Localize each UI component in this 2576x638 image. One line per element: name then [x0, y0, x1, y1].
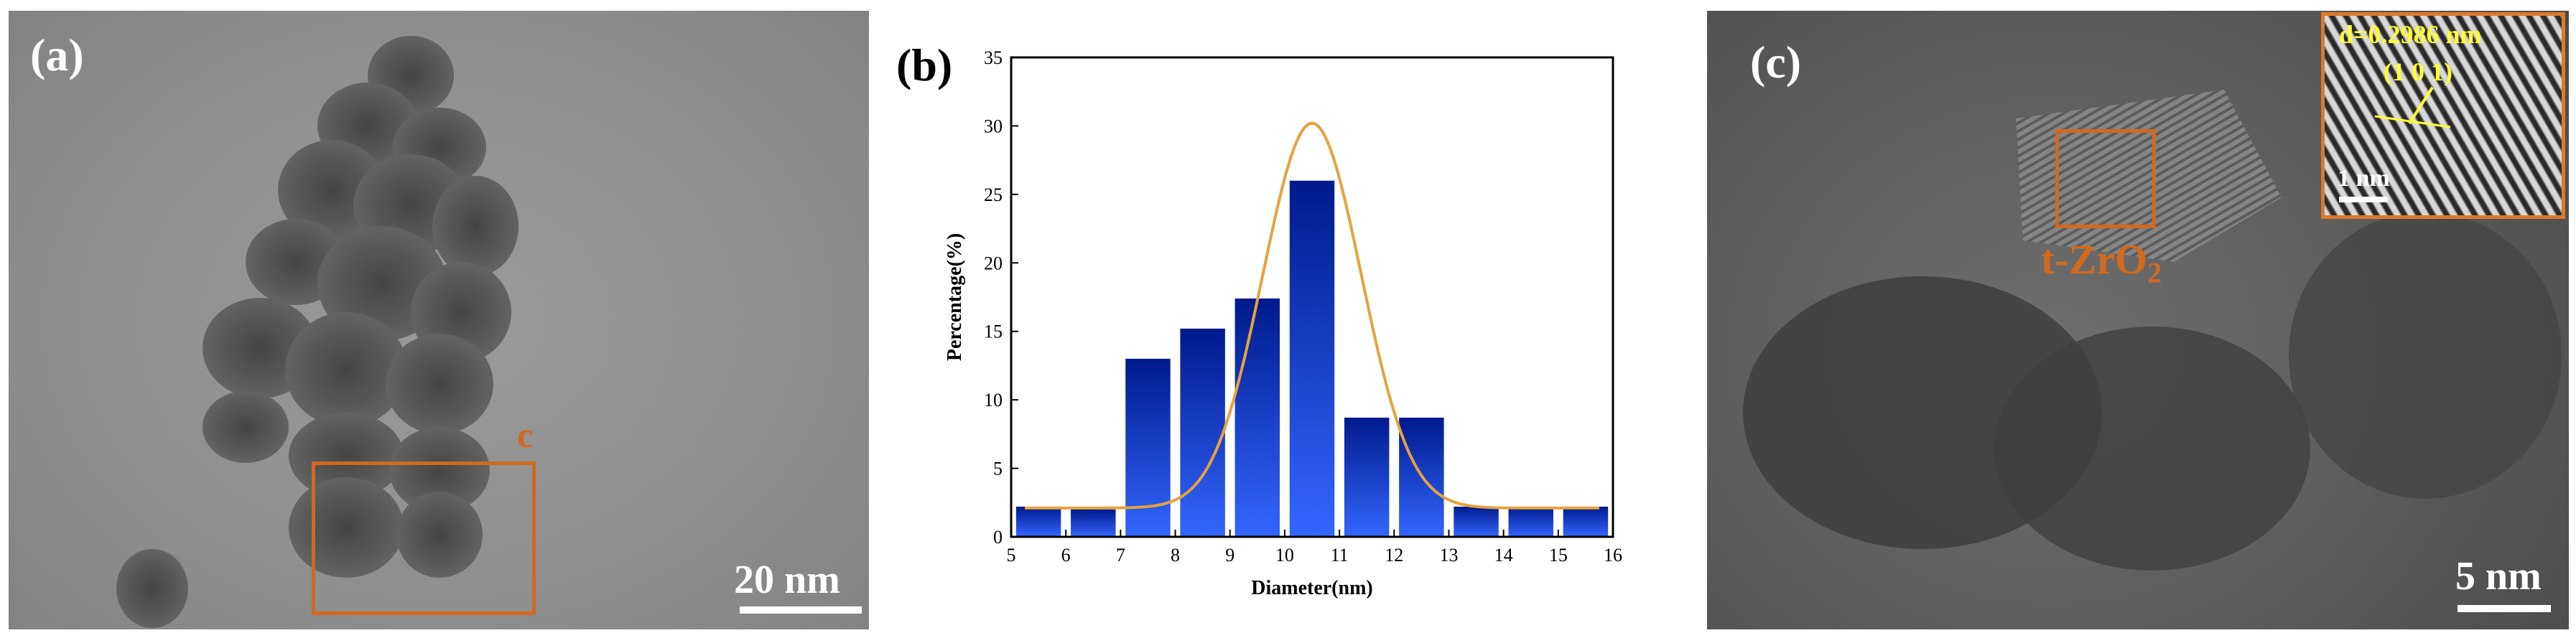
- x-tick-label: 5: [1007, 545, 1016, 566]
- panel-letter-b: (b): [896, 39, 952, 90]
- phase-label-main: t-ZrO: [2041, 236, 2148, 283]
- histogram-bars: [1015, 180, 1609, 537]
- y-tick-label: 35: [984, 47, 1003, 68]
- plot-frame: [1010, 56, 1614, 538]
- panel-letter-a: (a): [30, 29, 84, 80]
- hrtem-image-panel-c: t-ZrO2 (c) d=0.2986 nm (1 0 1) 1 nm 5 nm: [1707, 11, 2569, 629]
- scale-bar-label-a: 20 nm: [734, 558, 840, 602]
- scale-bar-label-c: 5 nm: [2455, 554, 2542, 599]
- region-c-box: [312, 461, 536, 615]
- y-axis-label: Percentage(%): [944, 233, 966, 361]
- y-tick-label: 25: [984, 184, 1003, 205]
- y-tick-label: 0: [993, 527, 1003, 548]
- y-tick-label: 10: [984, 390, 1003, 411]
- x-axis-label: Diameter(nm): [1251, 577, 1372, 599]
- nanoparticle-cluster: [116, 36, 519, 628]
- x-tick-label: 16: [1604, 545, 1622, 566]
- x-tick-label: 10: [1275, 545, 1294, 566]
- crystal-plane-label: (1 0 1): [2384, 57, 2452, 86]
- x-tick-label: 11: [1331, 545, 1349, 566]
- histogram-bar-2: [1125, 358, 1171, 537]
- y-tick-label: 20: [984, 253, 1003, 273]
- x-tick-label: 9: [1225, 545, 1234, 566]
- phase-label: t-ZrO2: [2041, 239, 2162, 288]
- histogram-bar-1: [1071, 509, 1116, 537]
- histogram-bar-9: [1508, 507, 1553, 537]
- phase-label-subscript: 2: [2147, 256, 2162, 289]
- x-tick-label: 12: [1385, 545, 1403, 566]
- histogram-bar-6: [1344, 417, 1390, 537]
- fringe-marker: [2374, 86, 2451, 128]
- x-tick-label: 7: [1116, 545, 1125, 566]
- x-tick-label: 15: [1549, 545, 1568, 566]
- nanoparticles-hrtem: [1743, 90, 2562, 571]
- scale-bar-a: [740, 606, 862, 614]
- y-tick-label: 30: [984, 116, 1003, 136]
- y-tick-label: 5: [993, 459, 1003, 479]
- panel-letter-c: (c): [1750, 37, 1802, 88]
- y-axis-ticks: 0 5 10 15 20 25 30 35: [984, 47, 1018, 548]
- tem-image-panel-a: c (a) 20 nm: [9, 11, 869, 629]
- inset-scale-bar: [2339, 197, 2388, 202]
- histogram-bar-0: [1015, 507, 1061, 537]
- histogram-bar-8: [1454, 507, 1499, 537]
- histogram-bar-3: [1180, 328, 1225, 537]
- x-tick-label: 13: [1439, 545, 1458, 566]
- region-c-label: c: [517, 415, 534, 455]
- lattice-fringe-inset: d=0.2986 nm (1 0 1) 1 nm: [2321, 12, 2565, 219]
- scale-bar-c: [2458, 605, 2551, 612]
- gaussian-fit-curve: [1025, 121, 1599, 510]
- histogram-bar-5: [1289, 180, 1335, 537]
- histogram-bar-10: [1563, 507, 1609, 537]
- inset-scale-bar-label: 1 nm: [2338, 165, 2390, 192]
- histogram-bar-4: [1234, 298, 1280, 537]
- y-tick-label: 15: [984, 322, 1003, 342]
- x-axis-ticks: 5 6 7 8 9 10 11 12 13 14 15 16: [1007, 530, 1622, 566]
- lattice-region-box: [2055, 129, 2156, 228]
- x-tick-label: 6: [1061, 545, 1071, 566]
- x-tick-label: 14: [1494, 545, 1513, 566]
- d-spacing-label: d=0.2986 nm: [2339, 20, 2482, 49]
- x-tick-label: 8: [1171, 545, 1180, 566]
